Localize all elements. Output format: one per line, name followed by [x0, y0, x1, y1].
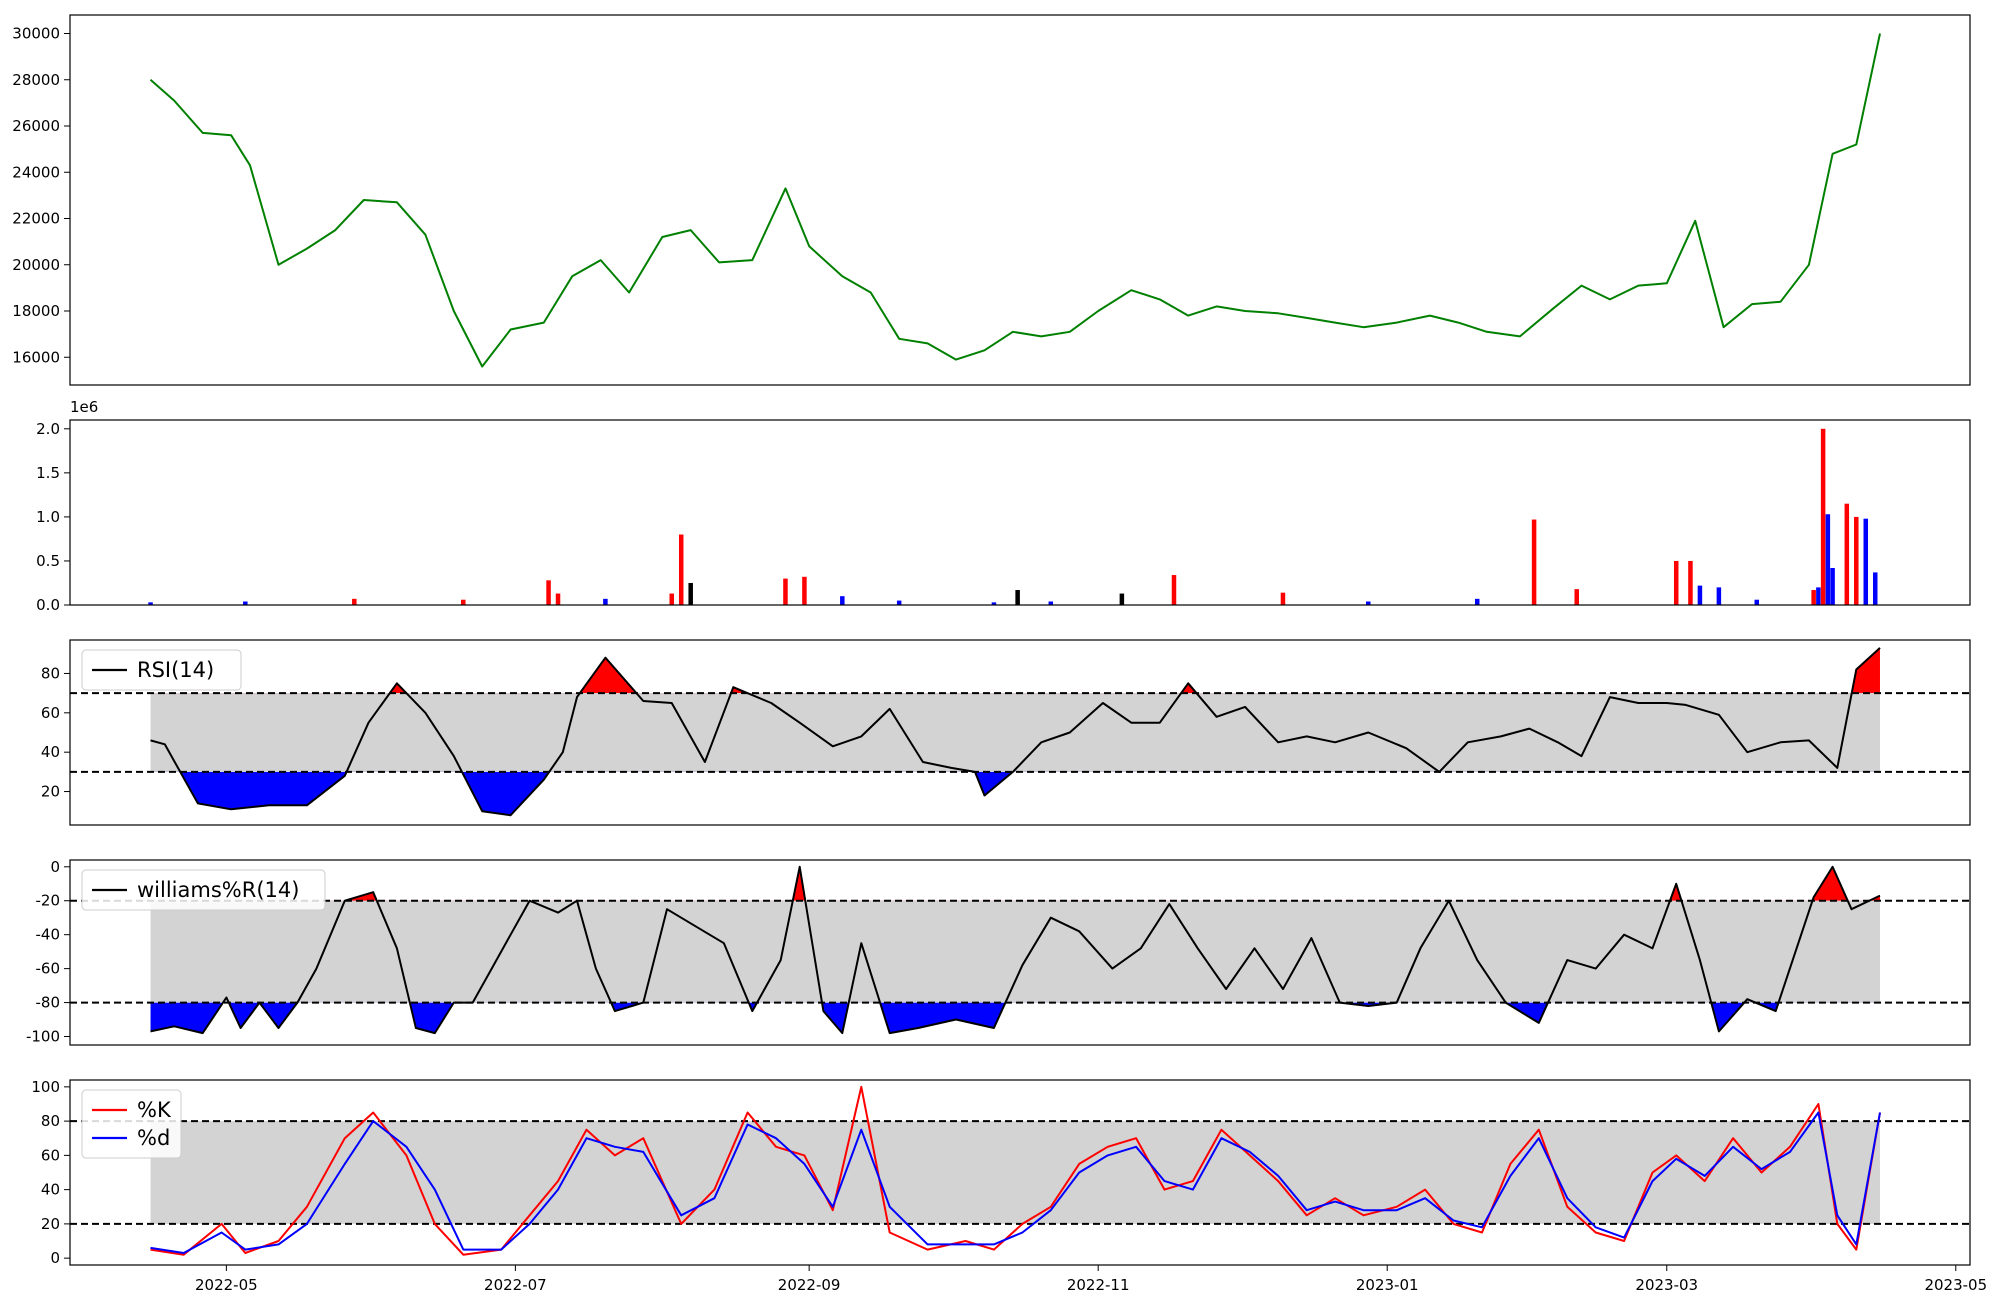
volume-bar — [1281, 593, 1286, 605]
volume-bar — [1811, 590, 1816, 605]
volume-bar — [679, 535, 684, 605]
x-tick-label: 2023-05 — [1924, 1276, 1987, 1294]
volume-bar — [556, 594, 561, 605]
volume-bar — [1674, 561, 1679, 605]
volume-bar — [546, 580, 551, 605]
y-axis: 20 40 60 80 — [41, 664, 70, 800]
y-tick-label: 80 — [41, 1112, 60, 1130]
volume-bar — [1532, 520, 1537, 605]
legend-label: %d — [137, 1126, 170, 1150]
legend-label: %K — [137, 1098, 172, 1122]
x-axis: 2022-05 2022-07 2022-09 2022-11 2023-01 2023-… — [195, 1265, 1987, 1294]
volume-bar — [840, 596, 845, 605]
y-tick-label: 0 — [50, 858, 60, 876]
volume-bar — [1015, 590, 1020, 605]
y-axis: 0.0 0.5 1.0 1.5 2.0 — [36, 420, 70, 614]
neutral-band — [151, 1121, 1880, 1224]
x-tick-label: 2022-05 — [195, 1276, 258, 1294]
volume-bar — [669, 594, 674, 605]
y-tick-label: 40 — [41, 743, 60, 761]
y-tick-label: 22000 — [12, 210, 60, 228]
y-tick-label: 2.0 — [36, 420, 60, 438]
y-tick-label: 100 — [31, 1078, 60, 1096]
volume-bar — [461, 600, 466, 605]
x-tick-label: 2023-03 — [1635, 1276, 1698, 1294]
volume-bar — [1475, 599, 1480, 605]
volume-bar — [1873, 572, 1878, 605]
volume-bar — [1816, 587, 1821, 605]
y-tick-label: 60 — [41, 1146, 60, 1164]
volume-bar — [1120, 594, 1125, 605]
y-tick-label: 0 — [50, 1249, 60, 1267]
volume-bar — [1854, 517, 1859, 605]
volume-bar — [1830, 568, 1835, 605]
volume-bar — [1688, 561, 1693, 605]
volume-bar — [1755, 600, 1760, 605]
neutral-band — [151, 901, 1880, 1003]
y-tick-label: -100 — [26, 1028, 60, 1046]
volume-bar — [783, 579, 788, 605]
y-axis: 16000 18000 20000 22000 24000 26000 28000 30000 — [12, 25, 70, 367]
volume-bar — [1698, 586, 1703, 605]
volume-bar — [1864, 519, 1869, 605]
y-tick-label: 80 — [41, 664, 60, 682]
y-tick-label: 20000 — [12, 256, 60, 274]
y-tick-label: 16000 — [12, 348, 60, 366]
y-tick-label: 28000 — [12, 71, 60, 89]
y-tick-label: 18000 — [12, 302, 60, 320]
y-axis: -100 -80 -60 -40 -20 0 — [26, 858, 70, 1046]
volume-bar — [1172, 575, 1177, 605]
axes-frame — [70, 15, 1970, 385]
volume-bar — [1821, 429, 1826, 605]
legend-label: RSI(14) — [137, 658, 214, 682]
y-tick-label: 1.0 — [36, 508, 60, 526]
x-tick-label: 2022-11 — [1067, 1276, 1130, 1294]
x-tick-label: 2022-09 — [778, 1276, 841, 1294]
volume-bar — [1717, 587, 1722, 605]
price-line — [151, 34, 1881, 367]
y-tick-label: 0.5 — [36, 552, 60, 570]
y-tick-label: 1.5 — [36, 464, 60, 482]
x-tick-label: 2023-01 — [1356, 1276, 1419, 1294]
y-tick-label: -60 — [36, 960, 61, 978]
neutral-band — [151, 693, 1880, 772]
volume-bar — [1574, 589, 1579, 605]
y-tick-label: 20 — [41, 1215, 60, 1233]
axes-frame — [70, 420, 1970, 605]
volume-bar — [802, 577, 807, 605]
volume-bar — [1826, 514, 1831, 605]
y-tick-label: 0.0 — [36, 596, 60, 614]
legend: %K %d — [82, 1090, 181, 1158]
y-tick-label: -20 — [36, 892, 61, 910]
volume-bar — [603, 599, 608, 605]
legend-label: williams%R(14) — [137, 878, 299, 902]
y-tick-label: 20 — [41, 783, 60, 801]
x-tick-label: 2022-07 — [484, 1276, 547, 1294]
y-axis: 0 20 40 60 80 100 — [31, 1078, 70, 1267]
legend: RSI(14) — [82, 650, 241, 690]
volume-bar — [352, 599, 357, 605]
y-tick-label: 26000 — [12, 117, 60, 135]
y-tick-label: -40 — [36, 926, 61, 944]
offset-label: 1e6 — [70, 398, 98, 416]
y-tick-label: 60 — [41, 704, 60, 722]
volume-bar — [897, 601, 902, 605]
y-tick-label: 30000 — [12, 25, 60, 43]
volume-bar — [1845, 504, 1850, 605]
legend: williams%R(14) — [82, 870, 325, 910]
y-tick-label: 24000 — [12, 163, 60, 181]
y-tick-label: 40 — [41, 1181, 60, 1199]
y-tick-label: -80 — [36, 994, 61, 1012]
volume-bar — [688, 583, 693, 605]
